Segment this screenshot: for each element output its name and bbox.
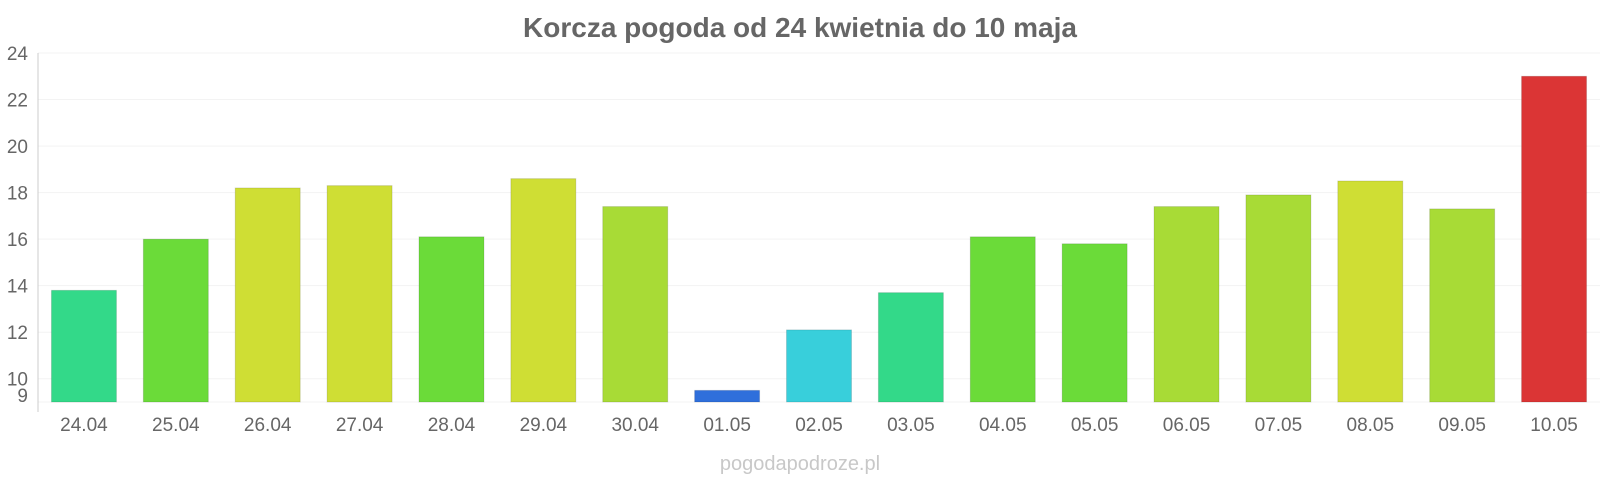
- x-tick-label: 25.04: [152, 415, 200, 436]
- y-tick-label: 18: [7, 184, 28, 205]
- bar-02.05: [786, 329, 852, 403]
- y-tick-label: 24: [7, 44, 29, 65]
- bar-03.05: [877, 292, 944, 403]
- x-tick-label: 24.04: [60, 415, 108, 436]
- bar-08.05: [1337, 180, 1404, 403]
- bar-06.05: [1153, 206, 1220, 403]
- bar-05.05: [1061, 243, 1128, 403]
- x-tick-label: 04.05: [979, 415, 1027, 436]
- chart-title: Korcza pogoda od 24 kwietnia do 10 maja: [523, 12, 1077, 43]
- x-tick-label: 07.05: [1255, 415, 1303, 436]
- x-tick-label: 08.05: [1347, 415, 1395, 436]
- x-tick-label: 30.04: [611, 415, 659, 436]
- bar-10.05: [1521, 75, 1588, 403]
- bar-07.05: [1245, 194, 1312, 403]
- y-tick-label: 22: [7, 91, 28, 112]
- x-axis-ticks: 24.04 25.04 26.04 27.04 28.04 29.04 30.04 01.05…: [60, 415, 1578, 436]
- bar-29.04: [510, 178, 577, 403]
- x-tick-label: 06.05: [1163, 415, 1211, 436]
- x-tick-label: 27.04: [336, 415, 384, 436]
- y-tick-label: 10: [7, 370, 28, 391]
- x-tick-label: 05.05: [1071, 415, 1119, 436]
- x-tick-label: 03.05: [887, 415, 935, 436]
- x-tick-label: 28.04: [428, 415, 476, 436]
- y-tick-label: 9: [17, 386, 28, 407]
- x-tick-label: 26.04: [244, 415, 292, 436]
- y-tick-label: 12: [7, 323, 28, 344]
- bars: [50, 75, 1588, 403]
- x-tick-label: 29.04: [520, 415, 568, 436]
- bar-28.04: [418, 236, 485, 403]
- bar-04.05: [969, 236, 1036, 403]
- y-axis-ticks: 910 12 14 16 18 20 22 24: [7, 44, 29, 407]
- x-tick-label: 02.05: [795, 415, 843, 436]
- bar-26.04: [234, 187, 301, 403]
- x-tick-label: 09.05: [1438, 415, 1486, 436]
- bar-27.04: [326, 185, 393, 403]
- bar-24.04: [50, 289, 117, 403]
- bar-09.05: [1429, 208, 1496, 403]
- x-tick-label: 01.05: [703, 415, 751, 436]
- y-tick-label: 14: [7, 277, 29, 298]
- y-tick-label: 16: [7, 230, 28, 251]
- y-tick-label: 20: [7, 137, 28, 158]
- x-tick-label: 10.05: [1530, 415, 1578, 436]
- bar-30.04: [602, 206, 669, 403]
- bar-01.05: [694, 389, 761, 403]
- site-credit: pogodapodroze.pl: [720, 453, 880, 475]
- bar-25.04: [142, 238, 209, 403]
